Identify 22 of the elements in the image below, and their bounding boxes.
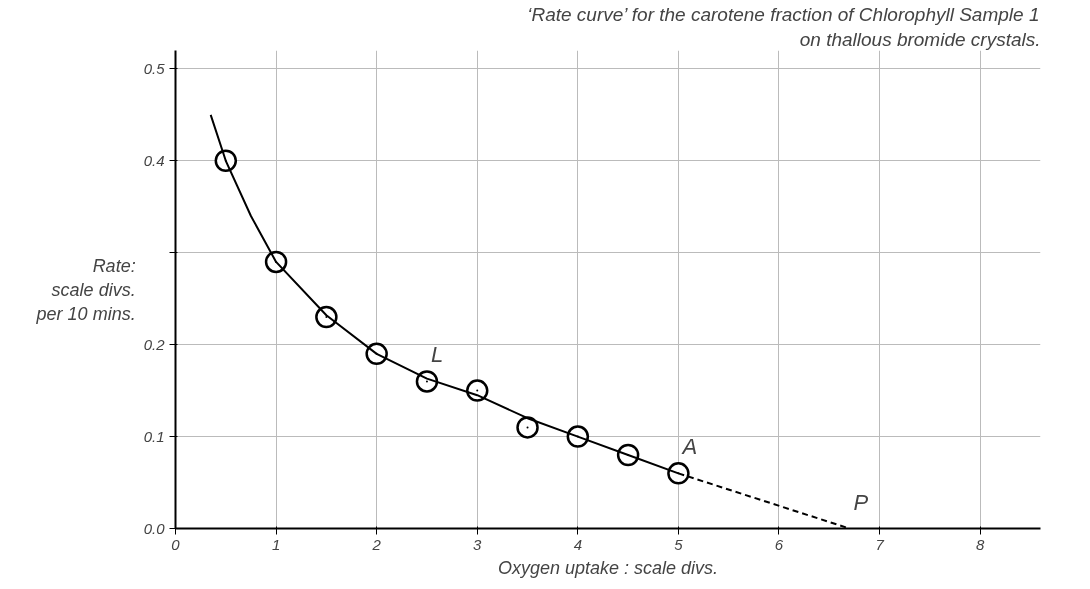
- x-tick-label: 7: [875, 535, 885, 553]
- x-tick-label: 5: [674, 535, 684, 553]
- x-axis-title: Oxygen uptake : scale divs.: [497, 557, 719, 578]
- y-tick-label: 0.2: [143, 335, 166, 353]
- chart-title: ‘Rate curve’ for the carotene fraction of Chlorophyll Sample 1: [527, 3, 1040, 25]
- annotation: P: [853, 489, 869, 515]
- y-axis-title: Rate: scale divs. per 10 mins.: [35, 255, 136, 324]
- annotation: L: [430, 342, 444, 368]
- y-tick-label: 0.0: [143, 519, 166, 537]
- x-tick-label: 3: [473, 535, 483, 553]
- chart-subtitle: on thallous bromide crystals.: [799, 28, 1041, 50]
- y-tick-label: 0.4: [143, 151, 165, 169]
- point: [516, 416, 539, 439]
- x-tick-label: 4: [573, 535, 582, 553]
- annotation: A: [680, 434, 698, 460]
- x-tick-label: 6: [774, 535, 784, 553]
- x-tick-label: 0: [171, 535, 181, 553]
- x-tick-label: 1: [271, 535, 281, 553]
- x-tick-label: 8: [975, 535, 985, 553]
- x-tick-label: 2: [371, 535, 382, 553]
- y-tick-label: 0.1: [143, 427, 165, 445]
- y-tick-label: 0.5: [143, 59, 166, 77]
